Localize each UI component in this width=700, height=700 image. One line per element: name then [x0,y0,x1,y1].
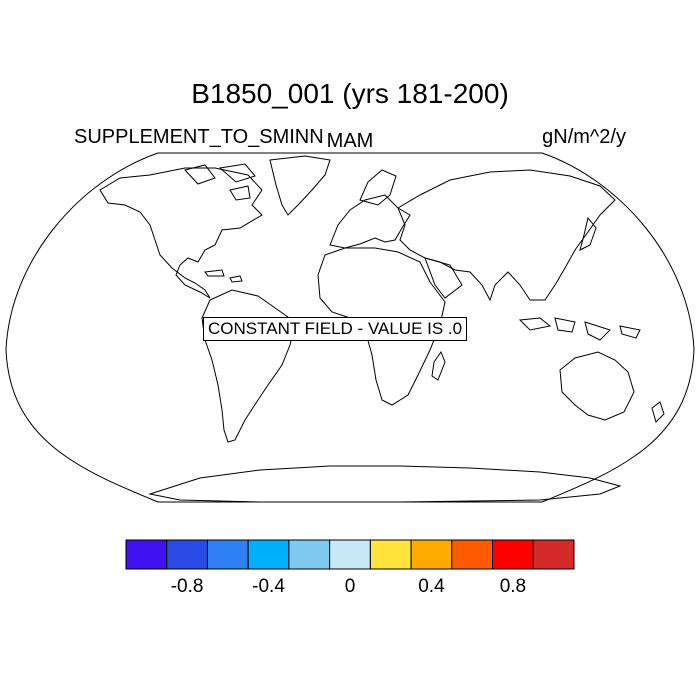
africa-coastline [317,247,446,406]
madagascar-coastline [431,350,446,381]
colorbar-swatch [369,539,412,570]
units-label: gN/m^2/y [542,126,626,148]
antarctica-coastline [148,465,622,503]
japan-coastline [579,216,597,251]
scandinavia-coastline [359,169,397,206]
colorbar-swatch [410,539,453,570]
constant-field-notice: CONSTANT FIELD - VALUE IS .0 [203,317,468,341]
north-america-coastline [99,167,263,299]
map-outline [5,152,695,503]
colorbar-swatch [532,539,575,570]
colorbar-swatch [451,539,494,570]
indonesia-islands [518,317,641,341]
plot-title: B1850_001 (yrs 181-200) [191,78,509,109]
arabia-coastline [424,257,463,299]
colorbar-tick-label: 0.8 [499,576,527,597]
arctic-islands [184,163,256,201]
colorbar-tick-label: -0.8 [170,576,204,597]
colorbar-swatch [166,539,208,570]
colorbar-tick-label: 0.4 [418,576,445,597]
colorbar-swatch [125,539,168,570]
europe-coastline [329,194,411,249]
south-america-coastline [201,289,296,443]
greenland-coastline [269,155,331,216]
colorbar-swatch [206,539,249,570]
colorbar-tick-label: 0 [344,576,356,597]
colorbar-swatch [288,539,331,570]
colorbar-tick-label: -0.4 [252,576,285,597]
variable-name-label: SUPPLEMENT_TO_SMINN [74,126,324,148]
colorbar-swatch [329,539,371,570]
colorbar-swatch [492,539,534,570]
new-zealand-coastline [651,401,665,423]
australia-coastline [559,351,635,421]
season-label: MAM [326,130,374,152]
colorbar-swatch [247,539,290,570]
caribbean-islands [204,269,243,283]
